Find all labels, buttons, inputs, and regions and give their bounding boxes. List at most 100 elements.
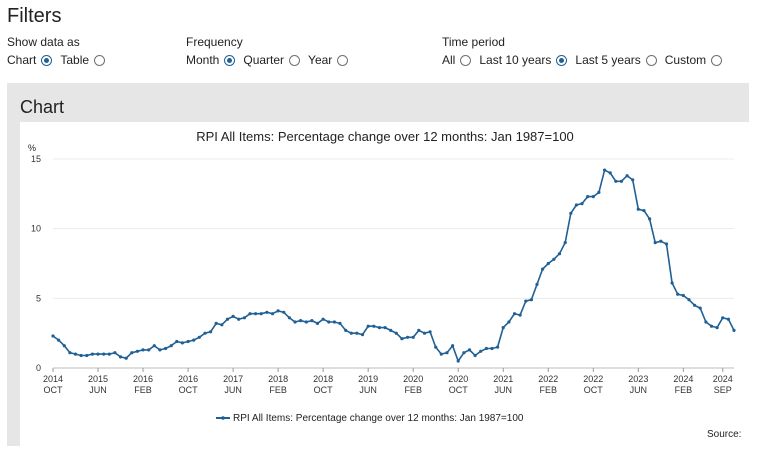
time-period-custom-option[interactable]: Custom: [665, 53, 723, 67]
data-point: [552, 257, 556, 261]
data-point: [597, 190, 601, 194]
x-tick-month: SEP: [714, 385, 732, 395]
x-tick-year: 2024: [673, 374, 693, 384]
time-period-all-option[interactable]: All: [442, 53, 472, 67]
data-point: [327, 320, 331, 324]
filters-title: Filters: [7, 5, 62, 27]
data-point: [214, 321, 218, 325]
time-period-options: All Last 10 years Last 5 years Custom: [442, 53, 730, 67]
data-point: [51, 334, 55, 338]
data-point: [732, 328, 736, 332]
y-tick-label: 0: [36, 363, 41, 373]
data-point: [383, 326, 387, 330]
x-tick-month: JUN: [494, 385, 512, 395]
data-point: [439, 352, 443, 356]
data-point: [192, 338, 196, 342]
data-point: [535, 282, 539, 286]
frequency-quarter-option[interactable]: Quarter: [243, 53, 301, 67]
data-point: [445, 351, 449, 355]
frequency-month-option[interactable]: Month: [186, 53, 236, 67]
data-point: [687, 298, 691, 302]
show-as-table-radio[interactable]: [94, 54, 106, 66]
data-point: [152, 344, 156, 348]
data-point: [102, 352, 106, 356]
x-tick-month: JUN: [224, 385, 242, 395]
show-data-as-options: Chart Table: [7, 53, 113, 67]
frequency-quarter-radio[interactable]: [289, 54, 301, 66]
data-point: [135, 349, 139, 353]
data-point: [704, 320, 708, 324]
x-tick-month: OCT: [449, 385, 469, 395]
data-point: [428, 330, 432, 334]
line-chart: RPI All Items: Percentage change over 12…: [28, 129, 741, 440]
data-point: [541, 267, 545, 271]
data-point: [563, 241, 567, 245]
data-point: [158, 348, 162, 352]
show-as-chart-option[interactable]: Chart: [7, 53, 53, 67]
data-point: [231, 314, 235, 318]
data-point: [113, 351, 117, 355]
data-point: [270, 312, 275, 316]
chart-title: RPI All Items: Percentage change over 12…: [196, 129, 574, 144]
data-point: [603, 168, 607, 172]
data-point: [315, 321, 320, 325]
time-period-10y-radio[interactable]: [556, 54, 568, 66]
frequency-month-radio[interactable]: [224, 54, 236, 66]
data-point: [608, 171, 612, 175]
data-point: [321, 317, 325, 321]
x-tick-year: 2016: [133, 374, 153, 384]
data-point: [366, 324, 370, 328]
data-point: [209, 330, 213, 334]
x-tick-year: 2021: [493, 374, 513, 384]
frequency-label: Frequency: [186, 35, 243, 49]
time-period-all-radio[interactable]: [460, 54, 472, 66]
chart-area: RPI All Items: Percentage change over 12…: [20, 122, 749, 446]
time-period-5y-radio[interactable]: [645, 54, 657, 66]
frequency-year-option[interactable]: Year: [308, 53, 349, 67]
frequency-year-radio[interactable]: [337, 54, 349, 66]
data-point: [709, 324, 714, 328]
data-point: [394, 331, 398, 335]
time-period-5y-option[interactable]: Last 5 years: [575, 53, 657, 67]
data-point: [79, 353, 83, 358]
frequency-month-label: Month: [186, 53, 220, 67]
y-tick-label: 15: [31, 154, 41, 164]
data-point: [225, 317, 230, 321]
show-as-table-label: Table: [60, 53, 90, 67]
x-tick-month: FEB: [675, 385, 693, 395]
frequency-quarter-label: Quarter: [243, 53, 285, 67]
data-point: [141, 348, 145, 352]
data-point: [197, 335, 201, 339]
data-point: [490, 346, 494, 351]
data-point: [659, 239, 663, 243]
x-axis-ticks: 2014OCT2015JUN2016FEB2016OCT2017JUN2018F…: [43, 368, 733, 395]
x-tick-year: 2020: [448, 374, 468, 384]
data-point: [473, 353, 477, 358]
x-tick-year: 2022: [538, 374, 558, 384]
x-tick-month: FEB: [540, 385, 558, 395]
time-period-custom-radio[interactable]: [711, 54, 723, 66]
data-point: [721, 316, 725, 320]
data-point: [625, 174, 629, 178]
data-point: [693, 303, 697, 307]
data-point: [377, 326, 381, 330]
show-as-table-option[interactable]: Table: [60, 53, 106, 67]
y-tick-label: 10: [31, 224, 41, 234]
x-tick-month: JUN: [630, 385, 648, 395]
data-point: [648, 217, 652, 221]
data-point: [664, 242, 669, 246]
data-point: [619, 179, 624, 183]
data-point: [422, 331, 427, 335]
x-tick-year: 2016: [178, 374, 198, 384]
show-as-chart-radio[interactable]: [41, 54, 53, 66]
data-point: [73, 352, 78, 356]
data-point: [68, 351, 72, 355]
data-point: [434, 345, 438, 349]
data-point: [276, 309, 280, 313]
time-period-10y-option[interactable]: Last 10 years: [479, 53, 568, 67]
data-point: [456, 359, 460, 363]
data-point: [203, 331, 207, 335]
x-tick-month: FEB: [269, 385, 287, 395]
data-point: [653, 241, 657, 245]
data-point: [248, 312, 252, 316]
